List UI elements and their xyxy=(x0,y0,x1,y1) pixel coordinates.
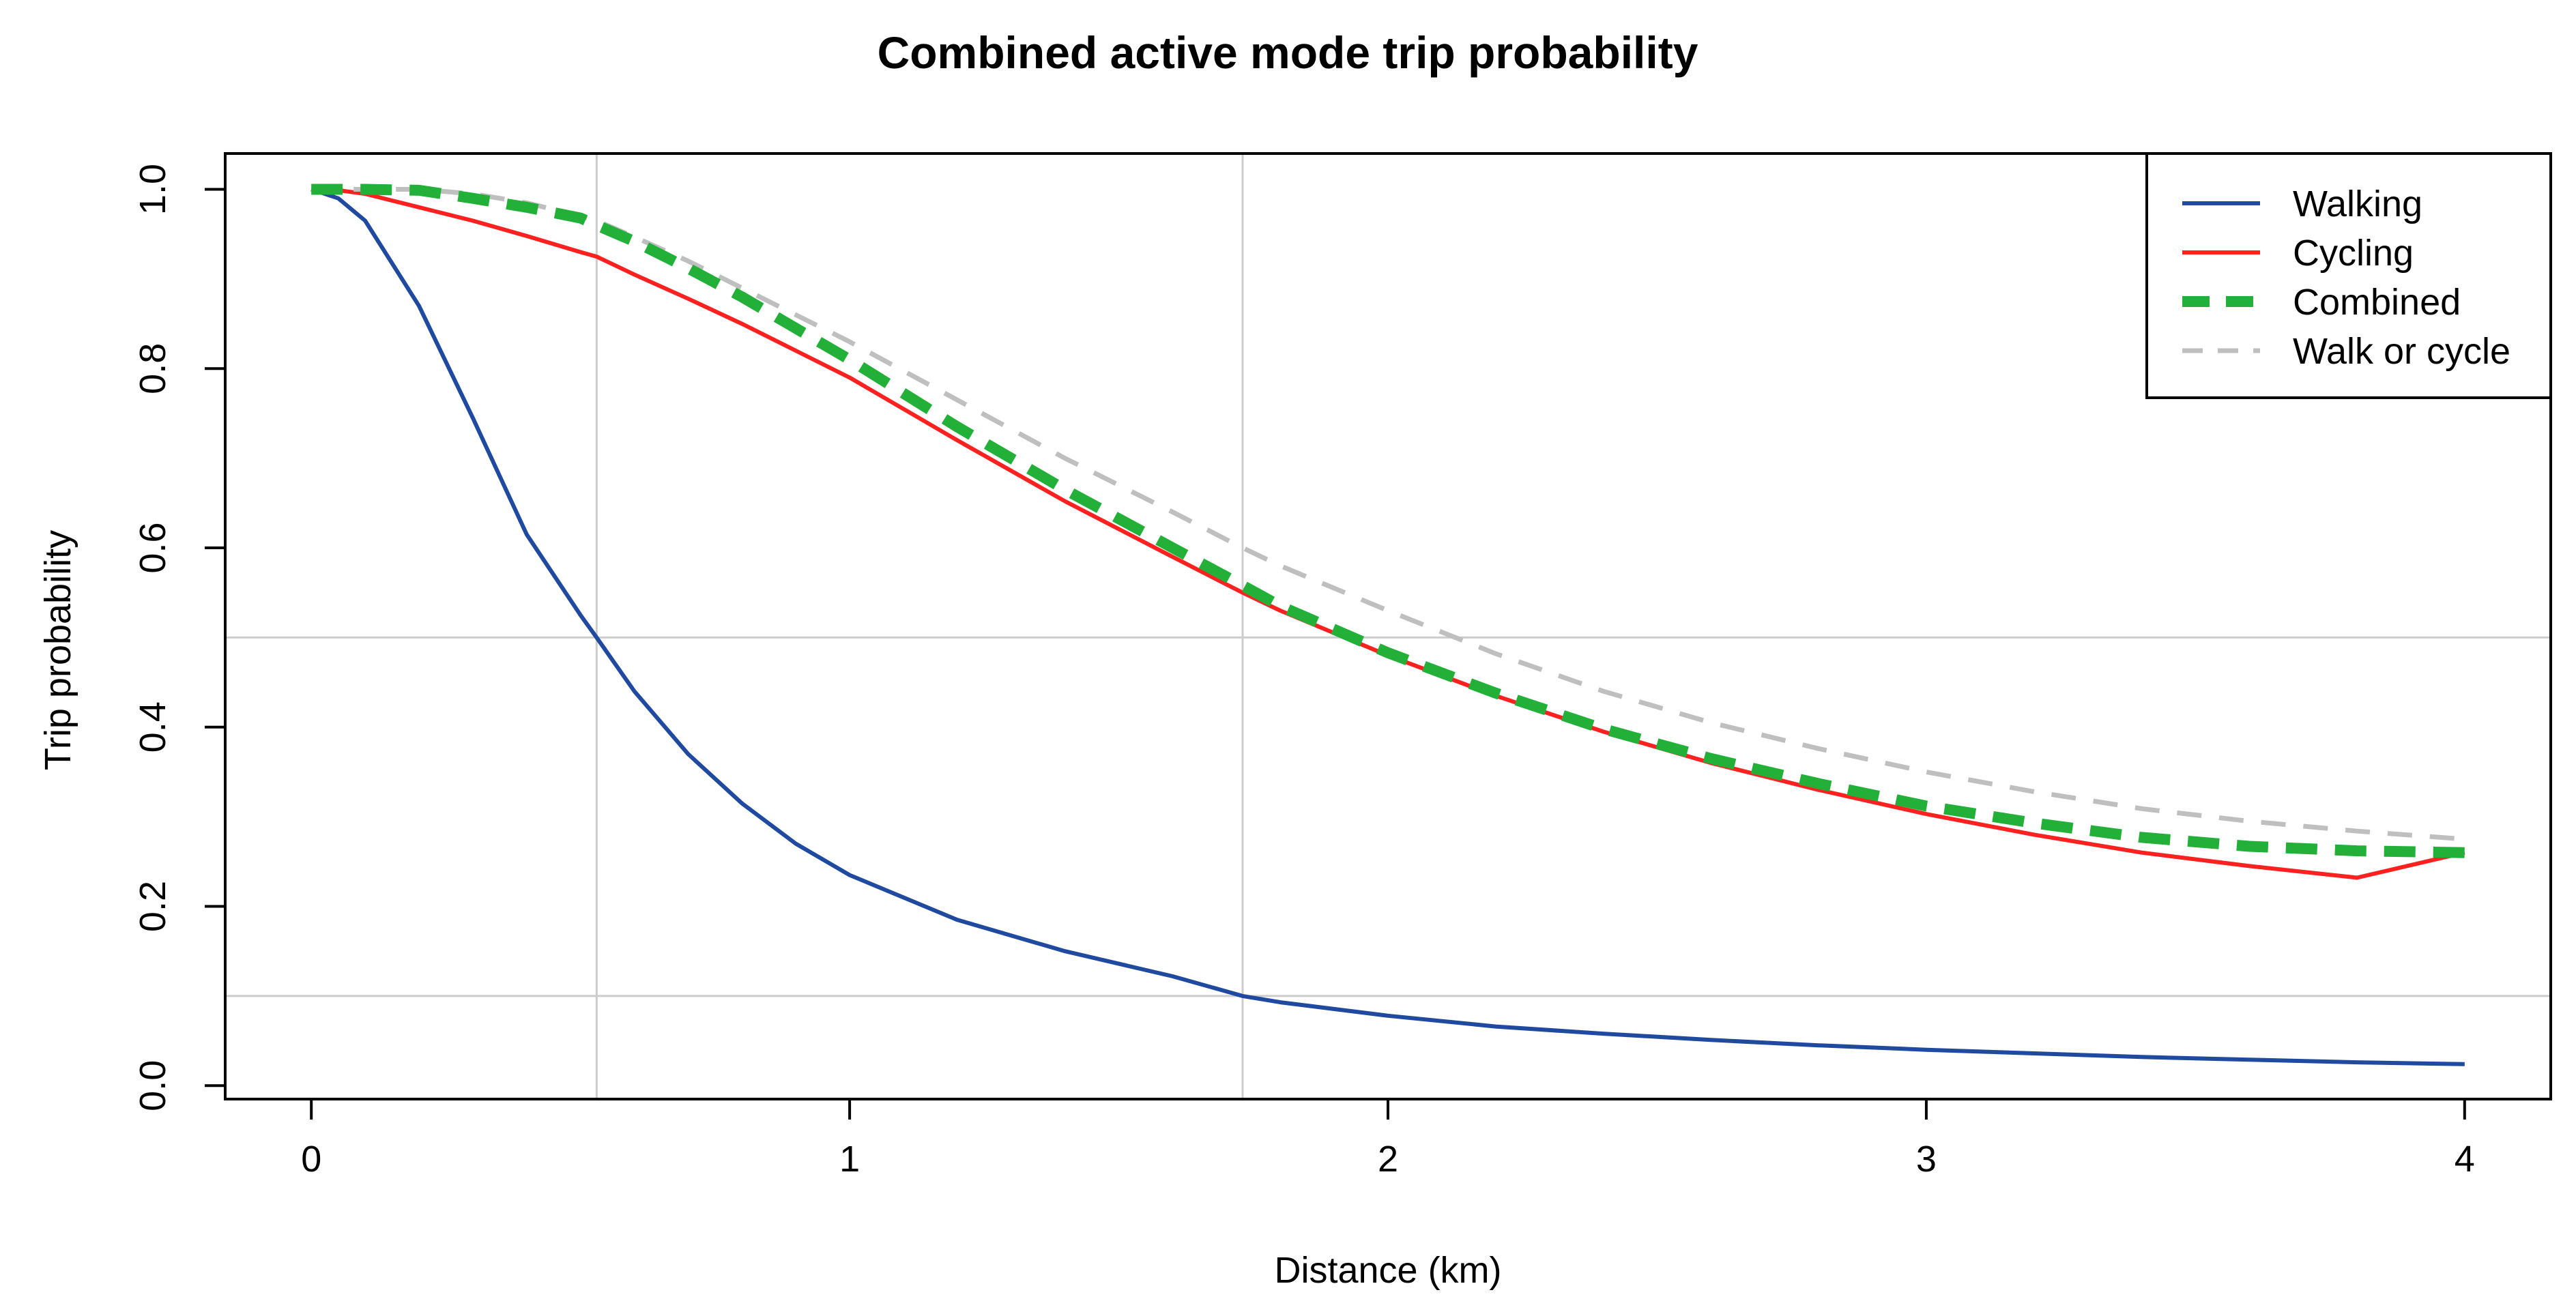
y-axis: 0.0 0.2 0.4 0.6 0.8 1.0 xyxy=(132,164,227,1111)
y-tick-label: 0.8 xyxy=(132,343,173,394)
x-tick-label: 0 xyxy=(301,1139,321,1180)
legend-label: Walk or cycle xyxy=(2293,331,2510,372)
x-axis-label: Distance (km) xyxy=(1274,1250,1501,1291)
legend-label: Walking xyxy=(2293,184,2422,224)
legend-label: Combined xyxy=(2293,282,2461,323)
x-tick-label: 3 xyxy=(1916,1139,1937,1180)
x-tick-label: 4 xyxy=(2455,1139,2475,1180)
legend-box xyxy=(2145,152,2552,399)
series-line-walk-or-cycle xyxy=(311,187,2465,842)
x-tick-label: 1 xyxy=(839,1139,860,1180)
chart-title: Combined active mode trip probability xyxy=(878,27,1698,78)
reference-lines xyxy=(225,154,2551,1099)
series-line-combined xyxy=(311,184,2465,858)
y-tick-label: 1.0 xyxy=(132,164,173,215)
x-tick-label: 2 xyxy=(1378,1139,1398,1180)
series-lines xyxy=(310,184,2465,1066)
y-tick-label: 0.0 xyxy=(132,1060,173,1111)
y-tick-label: 0.2 xyxy=(132,881,173,932)
series-line-cycling xyxy=(311,187,2465,880)
y-tick-label: 0.4 xyxy=(132,701,173,753)
y-axis-label: Trip probability xyxy=(38,530,78,770)
series-line-walking xyxy=(310,187,2465,1066)
x-axis: 0 1 2 3 4 xyxy=(301,1098,2475,1180)
y-tick-label: 0.6 xyxy=(132,523,173,574)
legend-label: Cycling xyxy=(2293,233,2414,274)
legend: Walking Cycling Combined Walk or cycle xyxy=(2145,152,2552,399)
